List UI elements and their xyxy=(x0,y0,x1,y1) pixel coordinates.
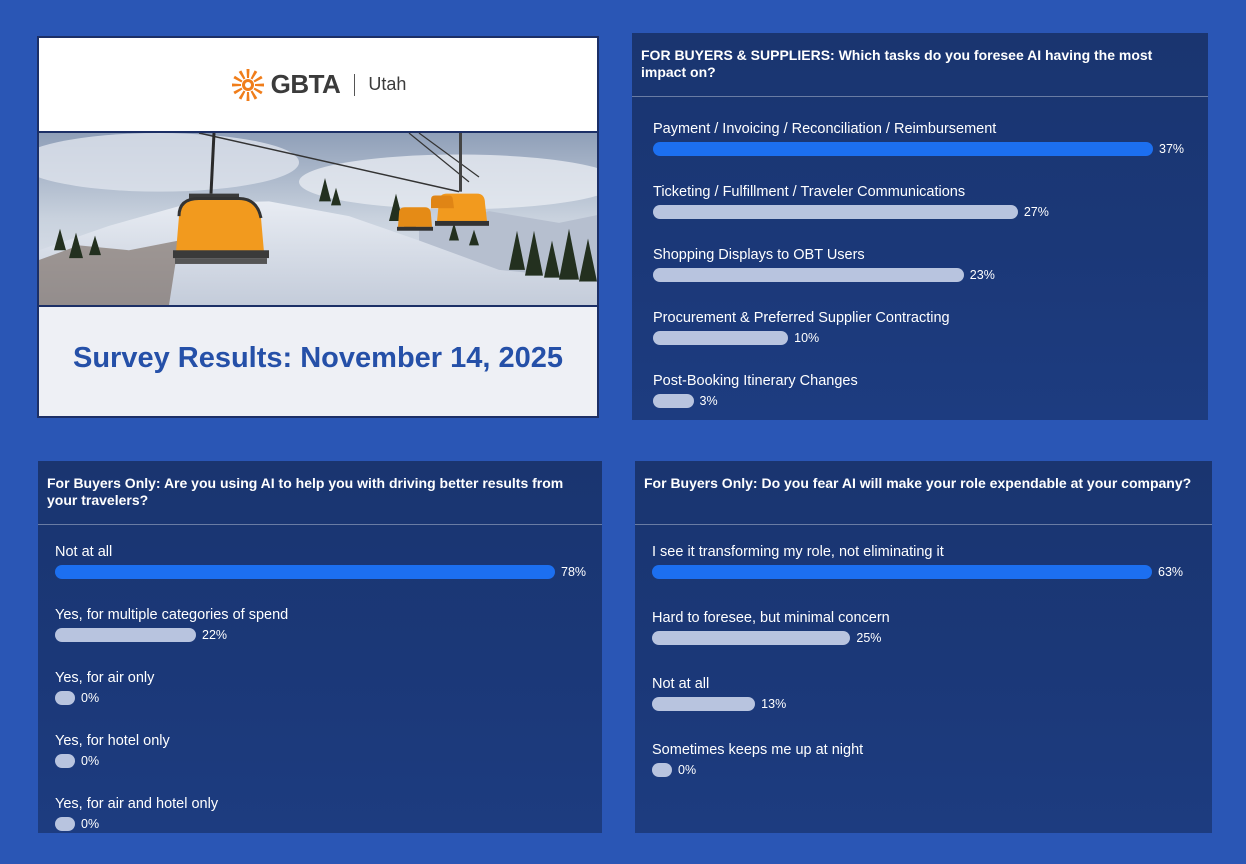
hero-card: GBTA Utah xyxy=(37,36,599,418)
bar-label: Not at all xyxy=(55,544,113,560)
logo-divider xyxy=(354,73,356,96)
bar-label: Not at all xyxy=(652,676,710,692)
chart-panel-role-fear: For Buyers Only: Do you fear AI will mak… xyxy=(635,461,1212,833)
sun-logo-icon xyxy=(231,68,264,101)
bar-label: Procurement & Preferred Supplier Contrac… xyxy=(653,310,950,326)
bar-label: Ticketing / Fulfillment / Traveler Commu… xyxy=(653,184,966,200)
hero-header: GBTA Utah xyxy=(39,38,597,131)
bar-label: Yes, for hotel only xyxy=(55,733,170,749)
bar xyxy=(653,268,964,282)
bar-value-label: 25% xyxy=(856,631,882,645)
bar-value-label: 10% xyxy=(794,331,820,345)
bar-value-label: 0% xyxy=(81,817,100,831)
bar xyxy=(652,565,1152,579)
bar xyxy=(652,697,756,711)
bar-value-label: 3% xyxy=(699,394,718,408)
bar xyxy=(653,142,1153,156)
chart-panel-ai-tasks: FOR BUYERS & SUPPLIERS: Which tasks do y… xyxy=(632,33,1208,420)
bar-label: Yes, for air and hotel only xyxy=(55,796,219,812)
bar-value-label: 27% xyxy=(1023,205,1049,219)
bar-value-label: 0% xyxy=(678,763,697,777)
ski-lift-photo xyxy=(39,131,597,307)
bar xyxy=(653,205,1018,219)
bar xyxy=(55,691,75,705)
survey-title: Survey Results: November 14, 2025 xyxy=(72,342,564,374)
bar-label: Post-Booking Itinerary Changes xyxy=(653,373,858,389)
bar xyxy=(653,394,694,408)
chart-panel-ai-results: For Buyers Only: Are you using AI to hel… xyxy=(38,461,602,833)
logo-subtitle: Utah xyxy=(368,74,407,94)
bar-value-label: 0% xyxy=(81,754,100,768)
bar-label: Payment / Invoicing / Reconciliation / R… xyxy=(653,121,997,137)
bar-label: I see it transforming my role, not elimi… xyxy=(652,544,944,560)
chart-title: For Buyers Only: Are you using AI to hel… xyxy=(38,461,602,525)
bar xyxy=(653,331,789,345)
bar-value-label: 63% xyxy=(1158,565,1184,579)
bar xyxy=(652,631,851,645)
bar-value-label: 0% xyxy=(81,691,100,705)
bar-value-label: 23% xyxy=(969,268,995,282)
bar xyxy=(652,763,672,777)
bar-value-label: 78% xyxy=(561,565,587,579)
gbta-logo: GBTA Utah xyxy=(230,67,407,103)
bar xyxy=(55,754,75,768)
bar-label: Hard to foresee, but minimal concern xyxy=(652,610,890,626)
bar xyxy=(55,565,555,579)
chart-title: For Buyers Only: Do you fear AI will mak… xyxy=(635,461,1212,525)
bar-label: Sometimes keeps me up at night xyxy=(652,742,864,758)
bar xyxy=(55,817,75,831)
bar-label: Yes, for air only xyxy=(55,670,155,686)
bar-value-label: 13% xyxy=(761,697,787,711)
hero-title-area: Survey Results: November 14, 2025 xyxy=(39,307,597,416)
bar-value-label: 37% xyxy=(1159,142,1185,156)
chart-title: FOR BUYERS & SUPPLIERS: Which tasks do y… xyxy=(632,33,1208,97)
bar-value-label: 22% xyxy=(202,628,228,642)
bar-label: Shopping Displays to OBT Users xyxy=(653,247,865,263)
logo-text: GBTA xyxy=(270,69,341,99)
bar-label: Yes, for multiple categories of spend xyxy=(55,607,289,623)
bar xyxy=(55,628,197,642)
